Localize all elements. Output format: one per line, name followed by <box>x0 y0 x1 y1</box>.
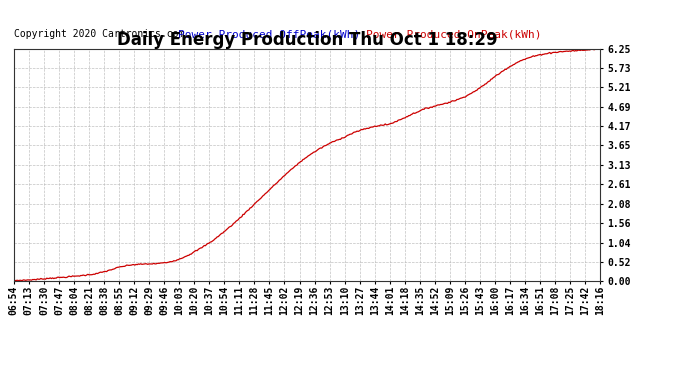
Text: Copyright 2020 Cartronics.com: Copyright 2020 Cartronics.com <box>14 30 184 39</box>
Text: Power Produced OffPeak(kWh): Power Produced OffPeak(kWh) <box>178 30 360 39</box>
Title: Daily Energy Production Thu Oct 1 18:29: Daily Energy Production Thu Oct 1 18:29 <box>117 31 497 49</box>
Text: Power Produced OnPeak(kWh): Power Produced OnPeak(kWh) <box>366 30 541 39</box>
